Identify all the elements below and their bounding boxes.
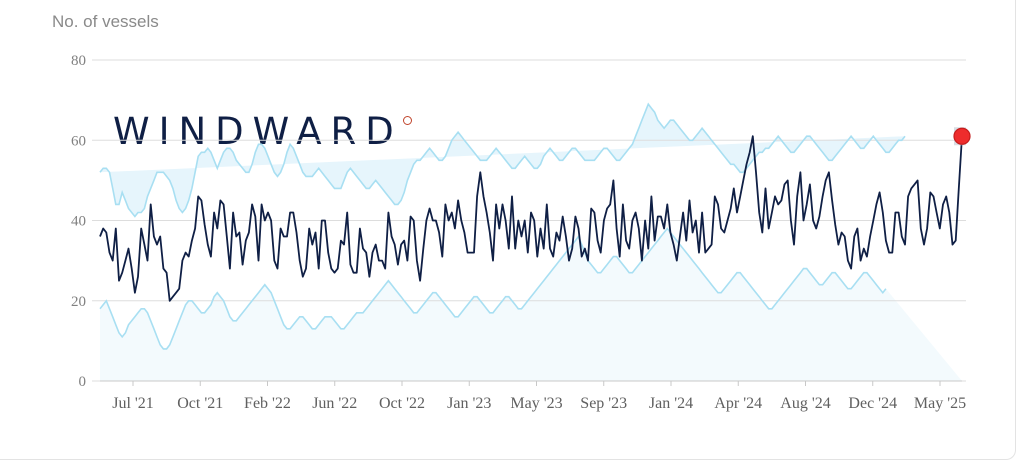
y-tick-label: 80 bbox=[71, 53, 86, 69]
windward-logo: WINDWARD bbox=[113, 110, 403, 153]
x-tick-label: Jun '22 bbox=[312, 395, 357, 412]
range-band-fill bbox=[100, 104, 905, 217]
x-tick-label: Aug '24 bbox=[780, 395, 830, 412]
y-tick-label: 60 bbox=[71, 133, 86, 149]
upper-bound-line bbox=[99, 102, 906, 218]
x-tick-label: May '25 bbox=[914, 395, 966, 412]
highlight-point bbox=[953, 127, 971, 145]
logo-mark-icon bbox=[403, 116, 412, 125]
y-tick-label: 40 bbox=[71, 214, 86, 230]
lower-area-fill bbox=[100, 228, 962, 381]
x-tick-label: Dec '24 bbox=[848, 395, 897, 412]
chart-card: No. of vessels WINDWARD bbox=[0, 0, 1016, 460]
x-tick-label: Oct '22 bbox=[379, 395, 425, 412]
x-tick-label: Apr '24 bbox=[714, 395, 762, 412]
x-tick-label: Jan '24 bbox=[649, 395, 693, 412]
y-tick-label: 0 bbox=[79, 374, 87, 390]
x-tick-label: Sep '23 bbox=[580, 395, 627, 412]
x-tick-label: Oct '21 bbox=[177, 395, 223, 412]
x-tick-label: Jul '21 bbox=[112, 395, 154, 412]
vessels-series-line bbox=[99, 135, 963, 302]
x-tick-label: May '23 bbox=[510, 395, 562, 412]
y-tick-label: 20 bbox=[71, 294, 86, 310]
x-tick-label: Feb '22 bbox=[244, 395, 291, 412]
y-axis-title: No. of vessels bbox=[52, 12, 159, 31]
x-tick-label: Jan '23 bbox=[447, 395, 491, 412]
lower-bound-line bbox=[99, 227, 887, 350]
